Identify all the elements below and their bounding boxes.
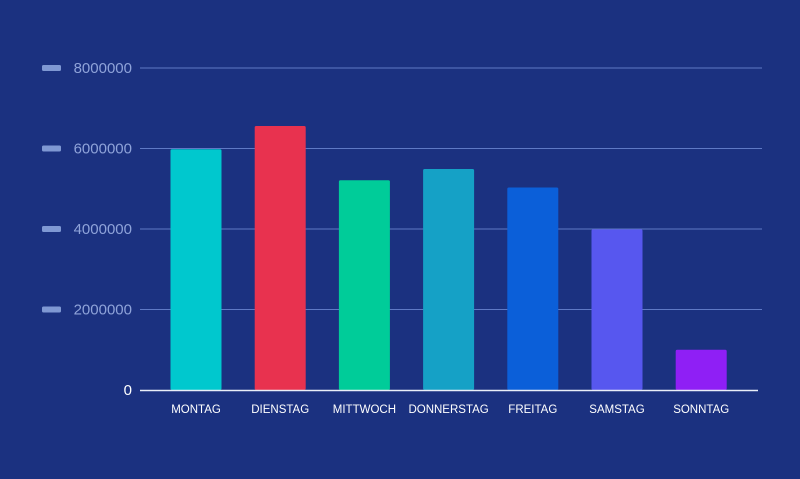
bar-sonntag xyxy=(675,349,727,390)
x-tick-label: MITTWOCH xyxy=(333,404,396,416)
bar-samstag xyxy=(591,229,643,390)
y-tick-label: 8000000 xyxy=(74,60,132,77)
bar-freitag xyxy=(507,187,559,390)
y-tick-marker xyxy=(42,65,61,71)
bars xyxy=(170,125,727,391)
x-tick-label: FREITAG xyxy=(508,404,557,416)
x-tick-label: MONTAG xyxy=(171,404,221,416)
x-axis: MONTAG DIENSTAG MITTWOCH DONNERSTAG FREITAG S… xyxy=(140,389,758,416)
bar-donnerstag xyxy=(423,169,475,390)
bar-mittwoch xyxy=(338,180,390,390)
y-axis: 0 2000000 4000000 6000000 8000000 xyxy=(42,60,132,399)
y-tick-label: 2000000 xyxy=(74,302,132,319)
bar-montag xyxy=(170,149,222,390)
y-tick-marker xyxy=(42,145,61,152)
x-tick-label: DIENSTAG xyxy=(251,404,309,416)
y-tick-label: 6000000 xyxy=(74,141,132,158)
bar-dienstag xyxy=(254,125,306,391)
y-tick-label: 0 xyxy=(124,382,132,399)
y-tick-marker xyxy=(42,306,61,313)
y-tick-label: 4000000 xyxy=(74,221,132,238)
y-tick-marker xyxy=(42,226,61,232)
x-tick-label: SAMSTAG xyxy=(589,404,644,416)
x-tick-label: DONNERSTAG xyxy=(408,404,488,416)
x-tick-label: SONNTAG xyxy=(673,404,729,416)
